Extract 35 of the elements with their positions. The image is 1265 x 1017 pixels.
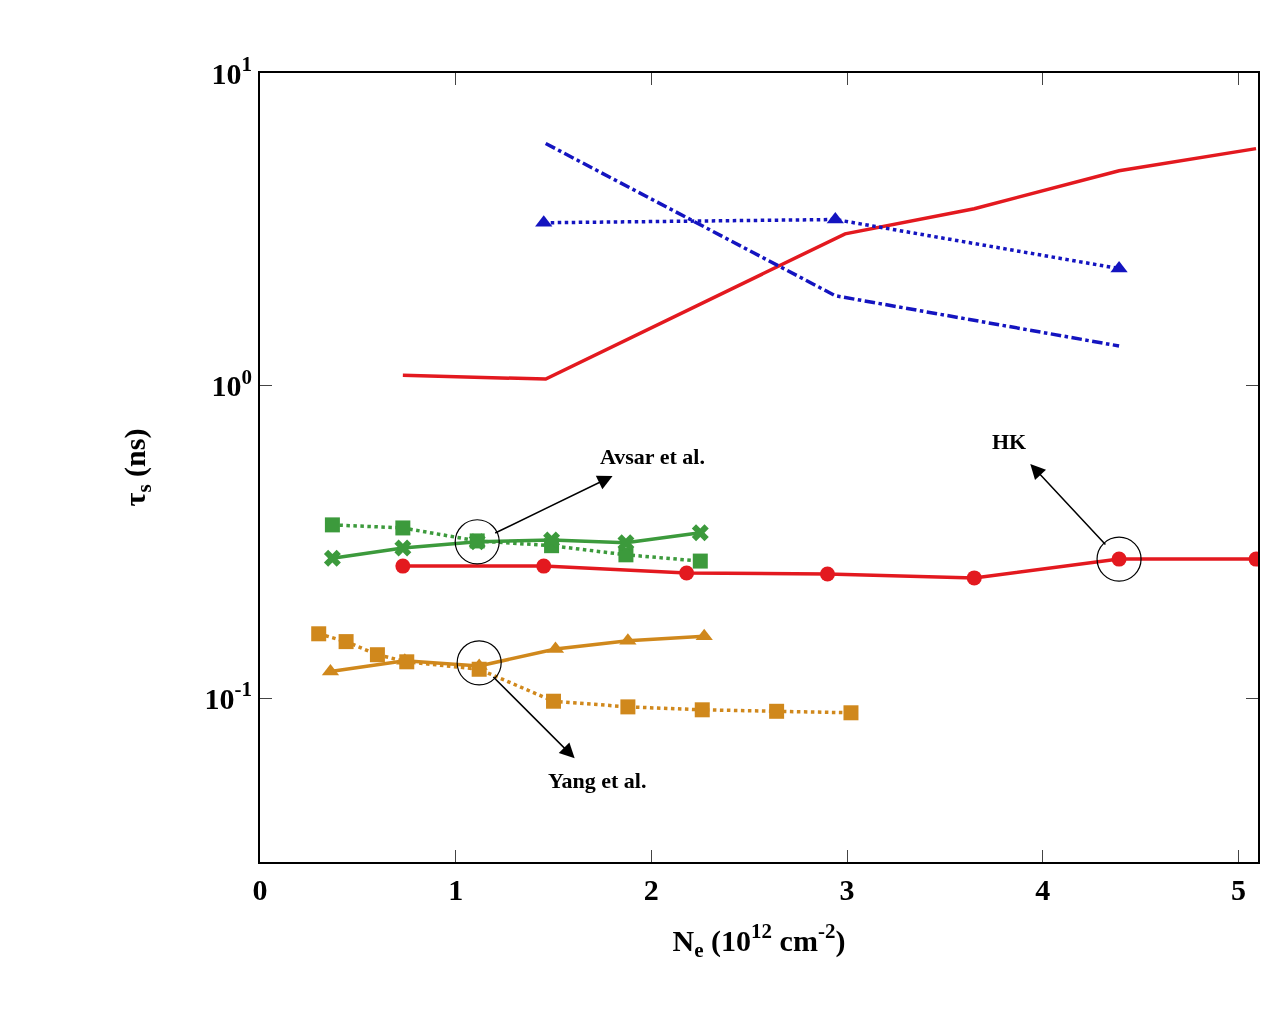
annotation: Yang et al. bbox=[548, 768, 647, 793]
point bbox=[769, 703, 785, 719]
point bbox=[311, 626, 327, 642]
x-axis-title: N$_{e}$ (10$^{12}$ cm$^{-2}$) bbox=[672, 919, 846, 963]
point bbox=[324, 517, 340, 533]
point bbox=[679, 565, 695, 581]
point bbox=[620, 699, 636, 715]
point bbox=[843, 705, 859, 721]
point bbox=[323, 549, 341, 567]
point bbox=[694, 702, 710, 718]
point bbox=[966, 570, 982, 586]
line-series bbox=[401, 146, 1258, 381]
point bbox=[394, 539, 412, 557]
x-tick-label: 2 bbox=[643, 873, 659, 906]
x-tick-label: 1 bbox=[448, 873, 464, 906]
point bbox=[395, 558, 411, 574]
annotation: HK bbox=[992, 429, 1027, 454]
point bbox=[369, 647, 385, 663]
x-tick-label: 5 bbox=[1230, 873, 1246, 906]
point bbox=[695, 628, 713, 641]
point bbox=[692, 553, 708, 569]
y-tick-label: 10$^{0}$ bbox=[211, 364, 252, 403]
point bbox=[536, 558, 552, 574]
x-tick-label: 3 bbox=[839, 873, 855, 906]
point bbox=[338, 634, 354, 650]
y-tick-label: 10$^{1}$ bbox=[211, 51, 252, 90]
point bbox=[399, 654, 415, 670]
point bbox=[691, 524, 709, 542]
y-tick-label: 10$^{-1}$ bbox=[204, 677, 252, 715]
x-tick-label: 0 bbox=[252, 873, 268, 906]
point bbox=[395, 520, 411, 536]
x-tick-label: 4 bbox=[1035, 873, 1051, 906]
point bbox=[820, 566, 835, 582]
point bbox=[546, 693, 562, 709]
annotation: Avsar et al. bbox=[600, 444, 705, 469]
